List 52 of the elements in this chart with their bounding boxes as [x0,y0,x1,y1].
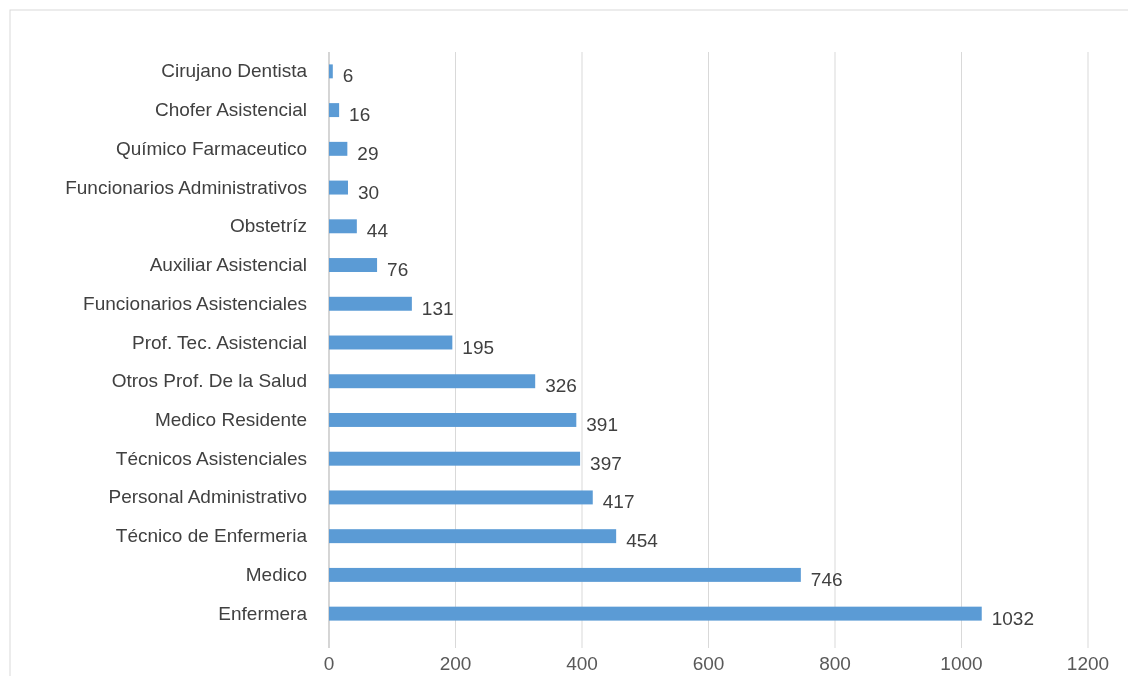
data-label: 76 [387,259,409,281]
data-label: 131 [421,297,454,319]
x-tick-label: 800 [819,653,851,674]
data-label: 326 [545,375,577,397]
data-label: 391 [586,413,619,435]
data-label: 746 [810,568,843,590]
x-tick-label: 1000 [940,653,983,674]
y-tick-label: Enfermera [218,602,308,624]
y-tick-label: Otros Prof. De la Salud [111,370,307,392]
bar [329,567,801,582]
x-tick-label: 1200 [1066,653,1110,674]
y-tick-label: Prof. Tec. Asistencial [132,331,307,353]
data-label: 397 [590,452,622,474]
bar [329,296,412,311]
x-tick-label: 0 [323,653,335,674]
y-tick-label: Funcionarios Administrativos [65,176,307,198]
y-tick-label: Técnicos Asistenciales [115,447,307,469]
y-tick-label: Técnico de Enfermeria [115,525,308,547]
x-tick-label: 400 [566,653,598,674]
bar [329,180,348,195]
y-tick-label: Chofer Asistencial [154,99,307,121]
bar [329,103,340,118]
bar [329,219,357,234]
x-tick-label: 600 [692,653,725,674]
bar [329,413,577,427]
bar [329,64,333,79]
data-label: 195 [462,336,495,358]
bar [329,141,348,156]
bar [329,606,982,621]
y-tick-label: Funcionarios Asistenciales [83,292,307,314]
bar [329,374,536,389]
bar [329,529,617,544]
y-tick-label: Auxiliar Asistencial [149,254,307,276]
bar [329,451,581,466]
y-tick-label: Medico Residente [154,408,307,430]
y-tick-label: Medico [245,563,307,585]
data-label: 454 [626,530,659,552]
y-tick-label: Personal Administrativo [108,486,307,508]
y-tick-label: Obstetríz [229,215,307,237]
data-label: 417 [602,491,635,513]
bar [329,258,378,273]
y-tick-label: Cirujano Dentista [161,60,308,82]
data-label: 44 [366,220,389,242]
bar [329,490,593,505]
x-tick-label: 200 [439,653,472,674]
data-label: 30 [357,181,380,203]
data-label: 6 [342,65,354,87]
data-label: 16 [349,104,371,126]
bar [329,335,453,350]
data-label: 29 [357,142,379,164]
y-tick-label: Químico Farmaceutico [115,137,307,159]
data-label: 1032 [991,607,1035,629]
